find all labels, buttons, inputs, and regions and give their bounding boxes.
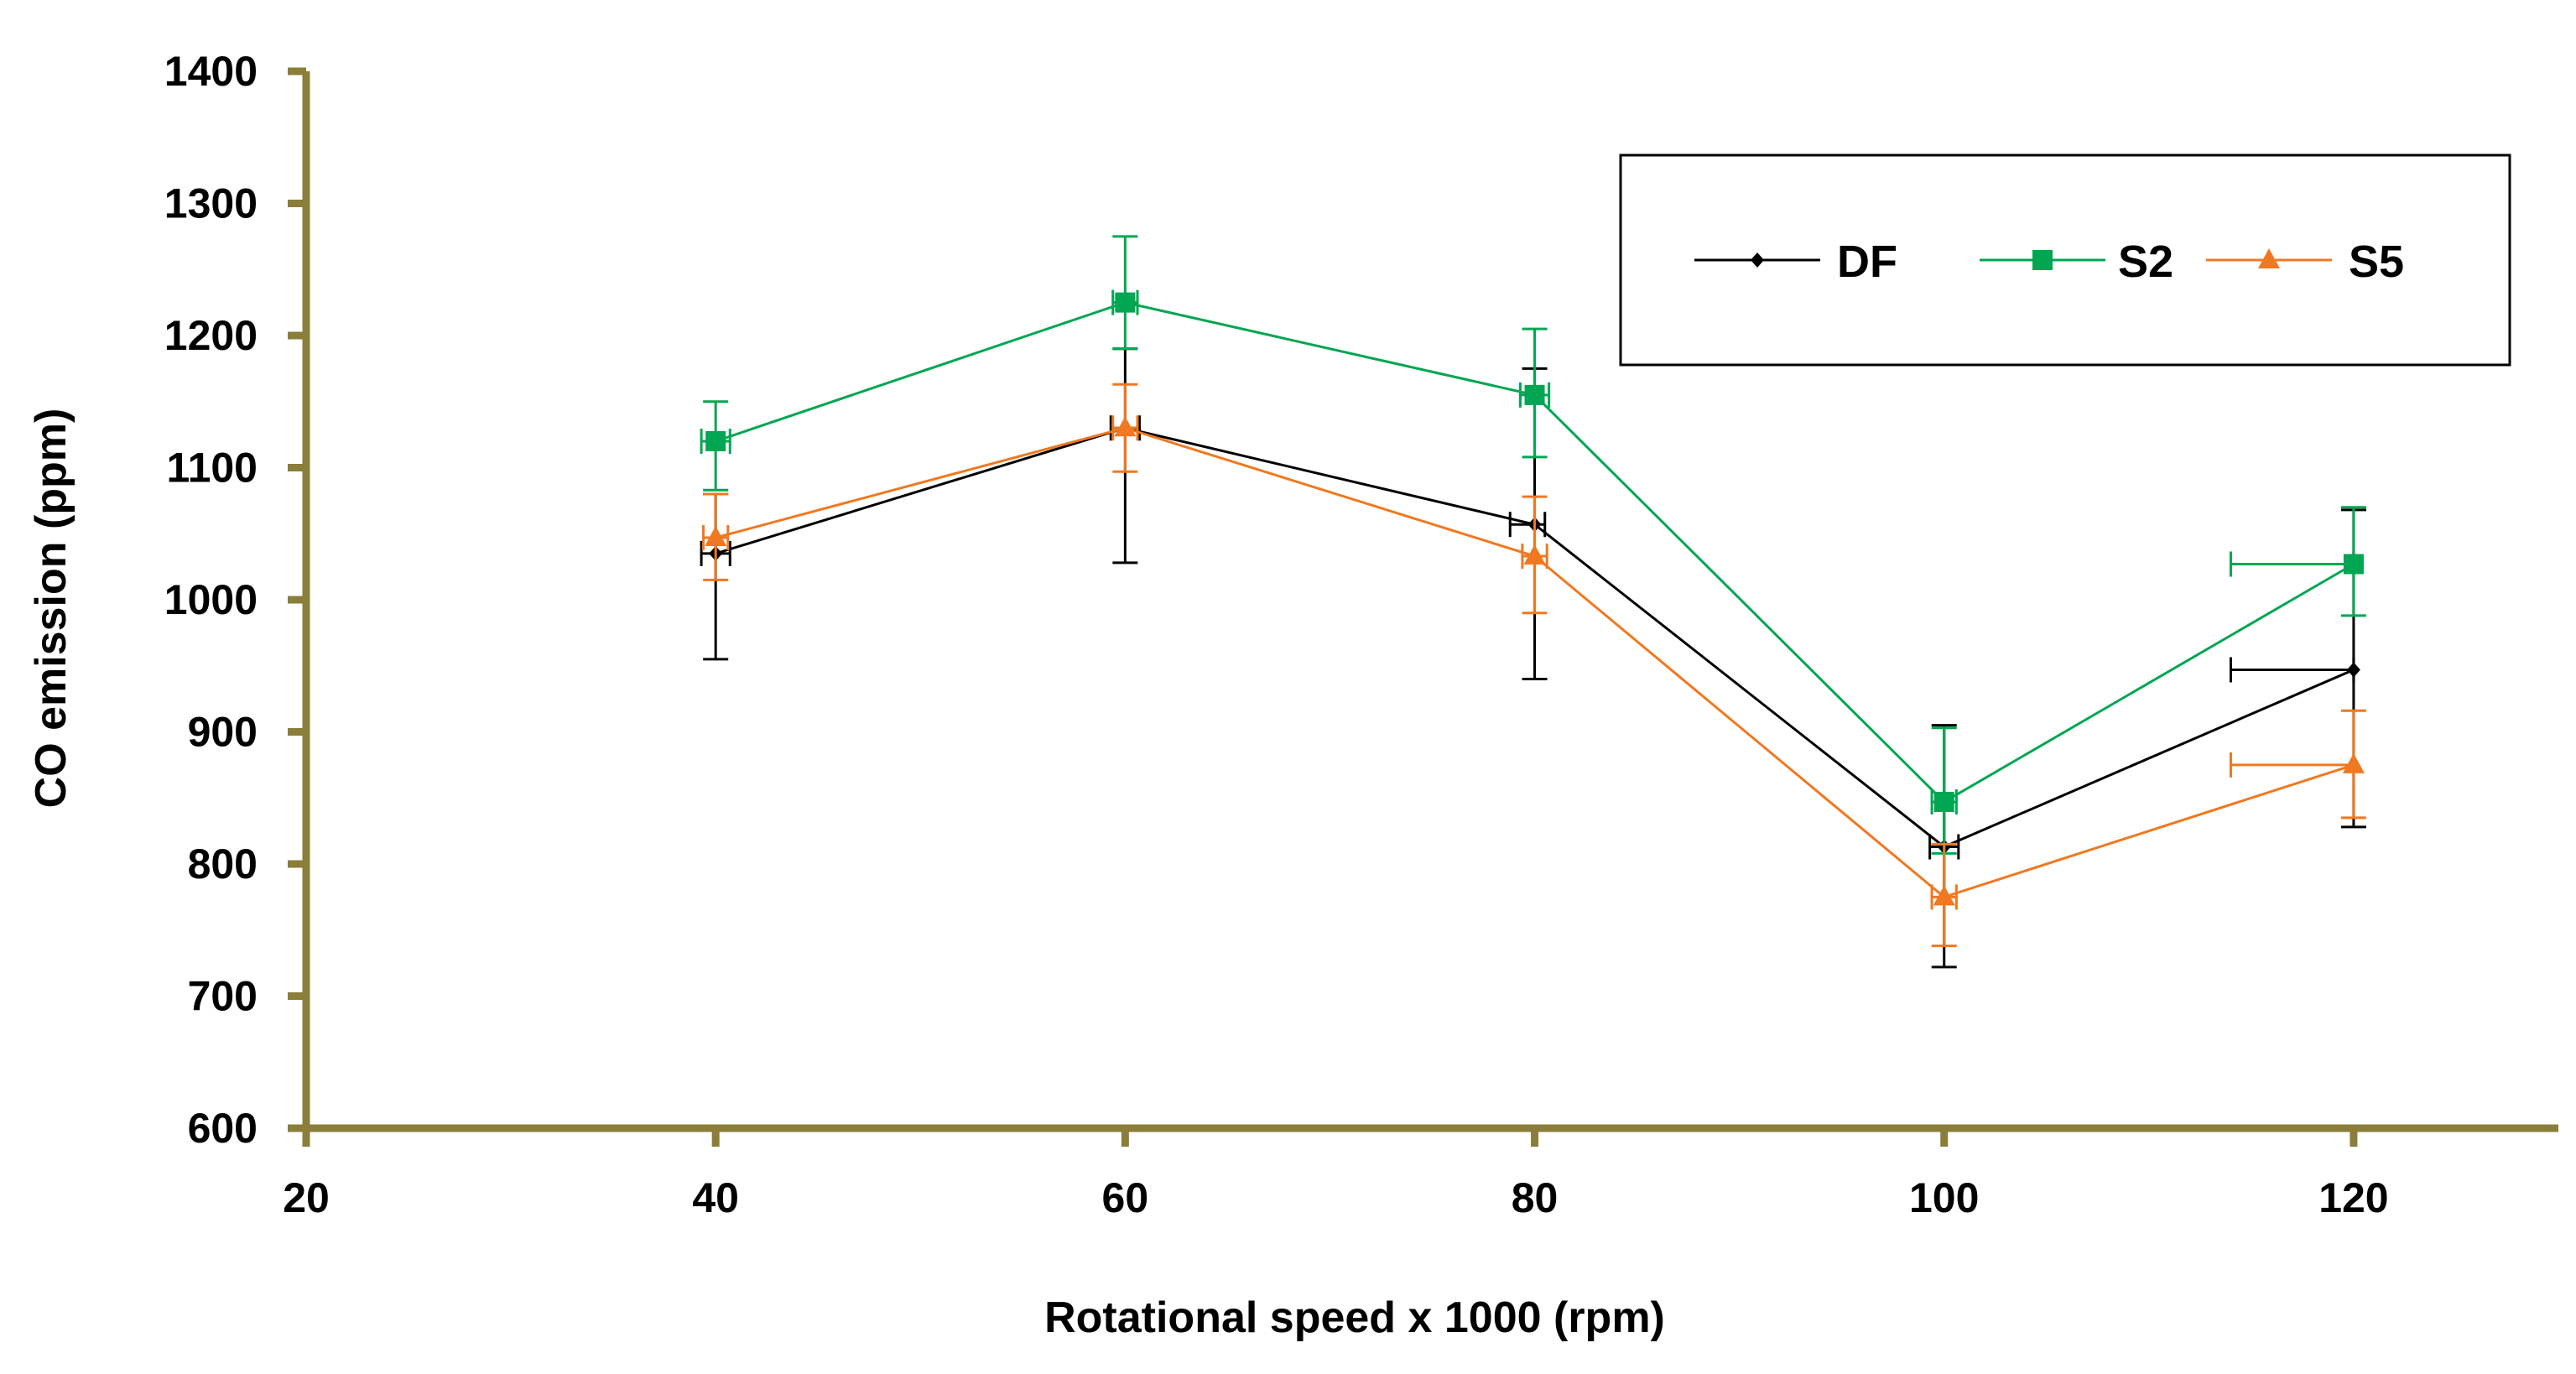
data-point-s5 [705, 525, 727, 546]
y-tick-label: 1000 [164, 576, 258, 623]
legend-item-df: DF [1694, 237, 1897, 287]
data-point-s2 [1115, 292, 1136, 313]
data-point-s2 [1524, 384, 1545, 405]
y-tick-label: 1100 [167, 445, 258, 492]
legend-label-df: DF [1837, 237, 1897, 287]
y-tick-label: 1400 [164, 48, 258, 95]
y-axis-title: CO emission (ppm) [27, 409, 75, 809]
legend-marker-s2 [2032, 250, 2053, 270]
x-tick-label: 100 [1909, 1174, 1979, 1221]
x-tick-label: 60 [1102, 1174, 1149, 1221]
y-tick-label: 1200 [164, 312, 258, 359]
x-tick-label: 120 [2318, 1174, 2388, 1221]
legend: DF S2 S5 [1619, 154, 2511, 367]
y-tick-label: 1300 [164, 180, 258, 227]
data-point-s5 [1523, 544, 1546, 565]
x-tick-label: 20 [283, 1174, 330, 1221]
y-tick-label: 600 [188, 1105, 258, 1152]
legend-item-s5: S5 [2206, 237, 2404, 287]
series-s5 [702, 383, 2366, 948]
x-axis-title: Rotational speed x 1000 (rpm) [1044, 1293, 1665, 1342]
data-point-s2 [1933, 791, 1954, 812]
legend-marker-s5 [2258, 248, 2280, 268]
x-tick-label: 80 [1512, 1174, 1559, 1221]
legend-marker-df [1751, 252, 1764, 268]
data-point-s2 [2343, 554, 2364, 575]
x-tick-label: 40 [692, 1174, 739, 1221]
data-point-s5 [1933, 885, 1955, 906]
data-point-s5 [1114, 416, 1137, 437]
data-point-s2 [705, 431, 726, 451]
data-point-df [2346, 662, 2360, 678]
series-s2 [700, 235, 2366, 855]
y-tick-label: 900 [188, 709, 258, 756]
y-tick-label: 700 [188, 973, 258, 1020]
legend-label-s5: S5 [2349, 237, 2404, 287]
data-point-s5 [2342, 752, 2365, 773]
legend-label-s2: S2 [2118, 237, 2173, 287]
legend-item-s2: S2 [1980, 237, 2173, 287]
y-tick-label: 800 [188, 841, 258, 887]
